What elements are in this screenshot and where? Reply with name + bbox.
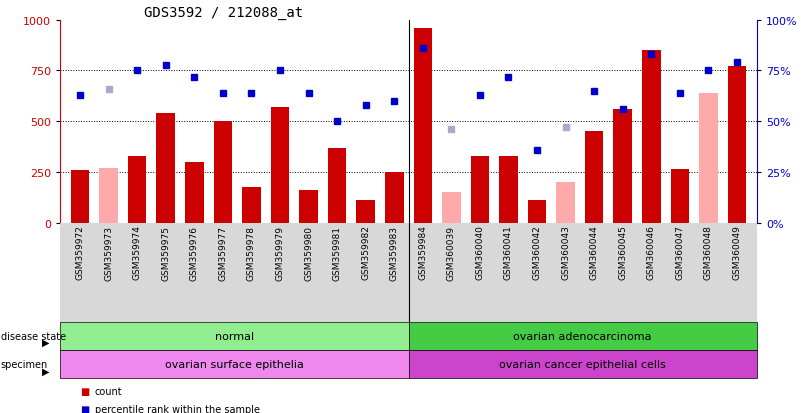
Text: GSM359972: GSM359972 bbox=[75, 225, 85, 280]
Bar bbox=[99, 169, 118, 223]
Text: GSM359982: GSM359982 bbox=[361, 225, 370, 280]
Bar bbox=[409, 350, 757, 378]
Text: normal: normal bbox=[215, 331, 254, 341]
Text: count: count bbox=[95, 386, 122, 396]
Bar bbox=[356, 201, 375, 223]
Bar bbox=[727, 67, 747, 223]
Text: ■: ■ bbox=[80, 386, 90, 396]
Bar bbox=[409, 322, 757, 350]
Text: GSM359980: GSM359980 bbox=[304, 225, 313, 280]
Bar bbox=[214, 122, 232, 223]
Text: GSM360044: GSM360044 bbox=[590, 225, 598, 280]
Text: GSM359976: GSM359976 bbox=[190, 225, 199, 280]
Text: ■: ■ bbox=[80, 404, 90, 413]
Text: GSM359975: GSM359975 bbox=[161, 225, 171, 280]
Text: GSM360040: GSM360040 bbox=[476, 225, 485, 280]
Text: percentile rank within the sample: percentile rank within the sample bbox=[95, 404, 260, 413]
Bar bbox=[642, 51, 661, 223]
Bar bbox=[413, 29, 432, 223]
Bar bbox=[328, 148, 346, 223]
Text: GSM359979: GSM359979 bbox=[276, 225, 284, 280]
Text: GSM360046: GSM360046 bbox=[646, 225, 656, 280]
Text: GSM359984: GSM359984 bbox=[418, 225, 427, 280]
Bar bbox=[300, 191, 318, 223]
Text: GSM359974: GSM359974 bbox=[133, 225, 142, 280]
Text: GSM360048: GSM360048 bbox=[704, 225, 713, 280]
Bar bbox=[499, 156, 517, 223]
Text: GSM360039: GSM360039 bbox=[447, 225, 456, 280]
Text: disease state: disease state bbox=[1, 331, 66, 341]
Bar bbox=[185, 162, 203, 223]
Text: GSM359978: GSM359978 bbox=[247, 225, 256, 280]
Bar bbox=[242, 188, 260, 223]
Text: GSM360047: GSM360047 bbox=[675, 225, 684, 280]
Text: ovarian adenocarcinoma: ovarian adenocarcinoma bbox=[513, 331, 652, 341]
Bar bbox=[60, 350, 409, 378]
Bar bbox=[442, 192, 461, 223]
Text: GSM360041: GSM360041 bbox=[504, 225, 513, 280]
Text: GSM359983: GSM359983 bbox=[390, 225, 399, 280]
Text: ovarian cancer epithelial cells: ovarian cancer epithelial cells bbox=[499, 359, 666, 369]
Bar bbox=[585, 132, 603, 223]
Text: GDS3592 / 212088_at: GDS3592 / 212088_at bbox=[143, 6, 303, 20]
Text: GSM360043: GSM360043 bbox=[561, 225, 570, 280]
Bar bbox=[156, 114, 175, 223]
Bar bbox=[271, 108, 289, 223]
Text: GSM360045: GSM360045 bbox=[618, 225, 627, 280]
Bar bbox=[670, 169, 689, 223]
Bar bbox=[528, 201, 546, 223]
Bar bbox=[60, 322, 409, 350]
Bar bbox=[614, 110, 632, 223]
Bar bbox=[699, 93, 718, 223]
Text: ovarian surface epithelia: ovarian surface epithelia bbox=[165, 359, 304, 369]
Bar bbox=[385, 173, 404, 223]
Text: GSM359973: GSM359973 bbox=[104, 225, 113, 280]
Text: GSM360049: GSM360049 bbox=[732, 225, 742, 280]
Bar bbox=[70, 171, 90, 223]
Text: specimen: specimen bbox=[1, 359, 48, 369]
Text: GSM359977: GSM359977 bbox=[219, 225, 227, 280]
Bar bbox=[128, 156, 147, 223]
Bar bbox=[471, 156, 489, 223]
Bar bbox=[557, 183, 575, 223]
Text: ▶: ▶ bbox=[42, 366, 49, 375]
Text: GSM360042: GSM360042 bbox=[533, 225, 541, 280]
Text: ▶: ▶ bbox=[42, 337, 49, 347]
Text: GSM359981: GSM359981 bbox=[332, 225, 341, 280]
